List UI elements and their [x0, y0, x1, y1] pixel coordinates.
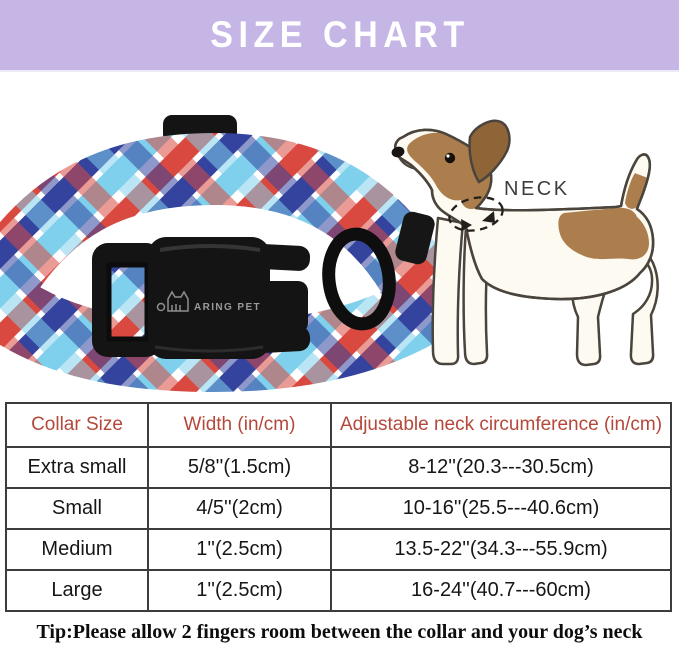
cell-width: 5/8''(1.5cm): [147, 446, 332, 489]
header-width: Width (in/cm): [147, 402, 332, 448]
tip-text: Tip:Please allow 2 fingers room between …: [36, 621, 643, 643]
page-title: SIZE CHART: [209, 14, 470, 55]
table-row-small: Small 4/5''(2cm) 10-16''(25.5---40.6cm): [5, 487, 672, 530]
dog-tail-patch: [625, 173, 647, 209]
cell-width: 4/5''(2cm): [147, 487, 332, 530]
cell-neck: 8-12''(20.3---30.5cm): [330, 446, 672, 489]
adjuster-tab: [395, 211, 435, 265]
header-collar-size: Collar Size: [5, 402, 149, 448]
logo-ring-icon: [156, 302, 166, 312]
neck-label: NECK: [504, 178, 570, 200]
neck-measure-dashed-circle: [448, 196, 504, 232]
table-row-extra-small: Extra small 5/8''(1.5cm) 8-12''(20.3---3…: [5, 446, 672, 489]
dog-front-leg-near: [431, 216, 465, 366]
dog-eye-highlight: [446, 154, 450, 158]
cell-neck: 10-16''(25.5---40.6cm): [330, 487, 672, 530]
cell-neck: 16-24''(40.7---60cm): [330, 569, 672, 612]
brand-text: ARING PET: [194, 302, 261, 313]
banner: SIZE CHART: [0, 0, 679, 72]
cell-width: 1''(2.5cm): [147, 569, 332, 612]
size-table: Collar Size Width (in/cm) Adjustable nec…: [5, 402, 672, 612]
collar-photo: ARING PET: [0, 115, 440, 393]
table-row-large: Large 1''(2.5cm) 16-24''(40.7---60cm): [5, 569, 672, 612]
brand-logo: ARING PET: [156, 290, 261, 313]
d-ring-icon: [322, 227, 396, 331]
buckle-icon: ARING PET: [92, 237, 311, 359]
cell-size: Small: [5, 487, 149, 530]
cell-width: 1''(2.5cm): [147, 528, 332, 571]
dog-eye-icon: [444, 152, 456, 164]
table-header-row: Collar Size Width (in/cm) Adjustable nec…: [5, 402, 672, 448]
neck-arrow-icon-2: [461, 219, 472, 231]
cat-icon: [167, 290, 189, 312]
dog-neck-diagram: NECK: [391, 119, 659, 367]
cell-size: Large: [5, 569, 149, 612]
neck-arrow-icon: [482, 211, 495, 223]
plaid-band-top: [0, 132, 440, 344]
cell-neck: 13.5-22''(34.3---55.9cm): [330, 528, 672, 571]
table-row-medium: Medium 1''(2.5cm) 13.5-22''(34.3---55.9c…: [5, 528, 672, 571]
cell-size: Medium: [5, 528, 149, 571]
dog-back-patch: [558, 207, 649, 260]
dog-hind-leg-near: [606, 237, 659, 366]
cell-size: Extra small: [5, 446, 149, 489]
dog-ear: [468, 119, 511, 184]
header-neck-circumference: Adjustable neck circumference (in/cm): [330, 402, 672, 448]
dog-nose-icon: [391, 146, 405, 158]
